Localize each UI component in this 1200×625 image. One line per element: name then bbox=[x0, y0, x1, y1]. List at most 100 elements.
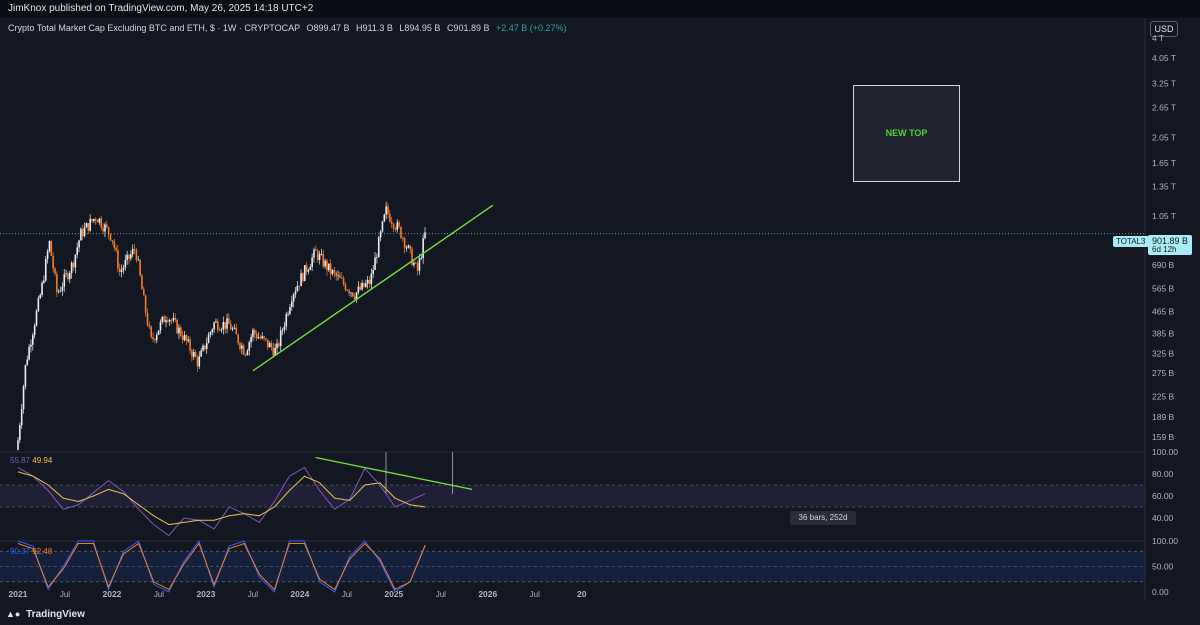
price-axis-tick: 385 B bbox=[1152, 329, 1175, 339]
tradingview-logo[interactable]: ▲● TradingView bbox=[6, 609, 85, 620]
change-value: +2.47 B (+0.27%) bbox=[495, 23, 567, 33]
candle-body bbox=[187, 339, 189, 341]
candle-body bbox=[157, 330, 160, 335]
rsi-value: 55.87 bbox=[10, 456, 31, 465]
candles-group bbox=[17, 201, 426, 451]
candle-body bbox=[141, 275, 143, 290]
price-axis-tick: 325 B bbox=[1152, 348, 1175, 358]
candle-body bbox=[268, 343, 271, 348]
candle-body bbox=[74, 254, 77, 268]
candle-body bbox=[122, 267, 125, 270]
candle-body bbox=[165, 320, 167, 323]
candle-body bbox=[176, 319, 178, 334]
candle-body bbox=[144, 295, 147, 313]
candle-body bbox=[137, 259, 140, 261]
time-axis-tick: 2025 bbox=[384, 589, 403, 599]
candle-body bbox=[133, 248, 136, 250]
candle-body bbox=[50, 241, 53, 256]
candle-body bbox=[394, 228, 397, 230]
new-top-box[interactable]: NEW TOP bbox=[853, 85, 960, 182]
candle-body bbox=[218, 330, 221, 332]
candle-body bbox=[376, 257, 378, 258]
candle-body bbox=[235, 327, 238, 335]
candle-body bbox=[213, 322, 215, 330]
candle-body bbox=[70, 262, 73, 274]
candle-body bbox=[106, 224, 108, 228]
candle-body bbox=[22, 386, 25, 410]
close-value: C901.89 B bbox=[446, 23, 490, 33]
stoch-k-value: 90.37 bbox=[10, 547, 31, 556]
candle-body bbox=[183, 335, 186, 340]
candle-body bbox=[326, 260, 328, 271]
price-axis-tick: 1.05 T bbox=[1152, 211, 1176, 221]
candle-body bbox=[350, 292, 352, 294]
candle-body bbox=[407, 245, 410, 248]
time-axis-tick: 2026 bbox=[478, 589, 497, 599]
support-trendline bbox=[252, 204, 494, 372]
candle-body bbox=[131, 248, 134, 255]
candle-body bbox=[263, 336, 265, 339]
candle-body bbox=[126, 254, 128, 260]
candle-body bbox=[57, 291, 60, 293]
chart-legend: Crypto Total Market Cap Excluding BTC an… bbox=[8, 23, 567, 33]
candle-body bbox=[117, 250, 119, 269]
candle-body bbox=[340, 277, 343, 279]
candle-body bbox=[311, 257, 313, 267]
time-axis-tick: 2023 bbox=[196, 589, 215, 599]
candle-body bbox=[148, 325, 151, 327]
candle-body bbox=[24, 364, 27, 387]
candle-body bbox=[30, 344, 32, 347]
rsi-axis-tick: 80.00 bbox=[1152, 469, 1174, 479]
candle-body bbox=[39, 295, 41, 299]
candle-body bbox=[52, 255, 54, 269]
last-price-value: 901.89 B bbox=[1152, 236, 1189, 246]
candle-body bbox=[241, 345, 243, 349]
rsi-ma-value: 49.94 bbox=[32, 456, 53, 465]
candle-body bbox=[43, 280, 45, 283]
candle-body bbox=[102, 227, 104, 232]
candle-body bbox=[178, 327, 180, 334]
time-axis-tick: Jul bbox=[342, 590, 352, 599]
candle-body bbox=[161, 316, 164, 322]
tradingview-brand: TradingView bbox=[26, 609, 85, 620]
price-axis-tick: 2.05 T bbox=[1152, 133, 1176, 143]
rsi-band bbox=[0, 485, 1145, 507]
candle-body bbox=[265, 338, 267, 340]
candle-body bbox=[289, 307, 291, 314]
candle-body bbox=[237, 334, 239, 344]
price-axis-tick: 465 B bbox=[1152, 306, 1175, 316]
price-axis-tick: 1.65 T bbox=[1152, 158, 1176, 168]
candle-body bbox=[98, 218, 101, 223]
candle-body bbox=[104, 224, 106, 232]
candle-body bbox=[309, 266, 312, 270]
candle-body bbox=[259, 337, 262, 339]
candle-body bbox=[316, 250, 319, 260]
candle-body bbox=[278, 343, 280, 347]
candle-body bbox=[361, 282, 363, 290]
stoch-axis-tick: 0.00 bbox=[1152, 587, 1169, 597]
candle-body bbox=[329, 263, 332, 274]
candle-body bbox=[279, 330, 282, 347]
candle-body bbox=[315, 249, 317, 251]
rsi-axis-tick: 40.00 bbox=[1152, 513, 1174, 523]
candle-body bbox=[28, 346, 30, 360]
currency-button[interactable]: USD bbox=[1150, 21, 1178, 37]
candle-body bbox=[220, 329, 223, 331]
candle-body bbox=[302, 273, 304, 282]
candle-body bbox=[420, 258, 423, 259]
candle-body bbox=[276, 343, 278, 348]
high-value: H911.3 B bbox=[356, 23, 393, 33]
candle-body bbox=[233, 327, 236, 329]
candle-body bbox=[118, 268, 121, 273]
candle-body bbox=[291, 301, 293, 308]
price-axis-tick: 4 T bbox=[1152, 33, 1164, 43]
candle-body bbox=[368, 280, 371, 285]
candle-body bbox=[381, 221, 384, 232]
time-axis-tick: 2021 bbox=[9, 589, 28, 599]
rsi-legend: 55.87 49.94 bbox=[10, 456, 52, 465]
bars-range-label: 36 bars, 252d bbox=[790, 511, 856, 525]
candle-body bbox=[365, 283, 367, 287]
candle-body bbox=[370, 273, 373, 285]
candle-body bbox=[143, 289, 145, 296]
